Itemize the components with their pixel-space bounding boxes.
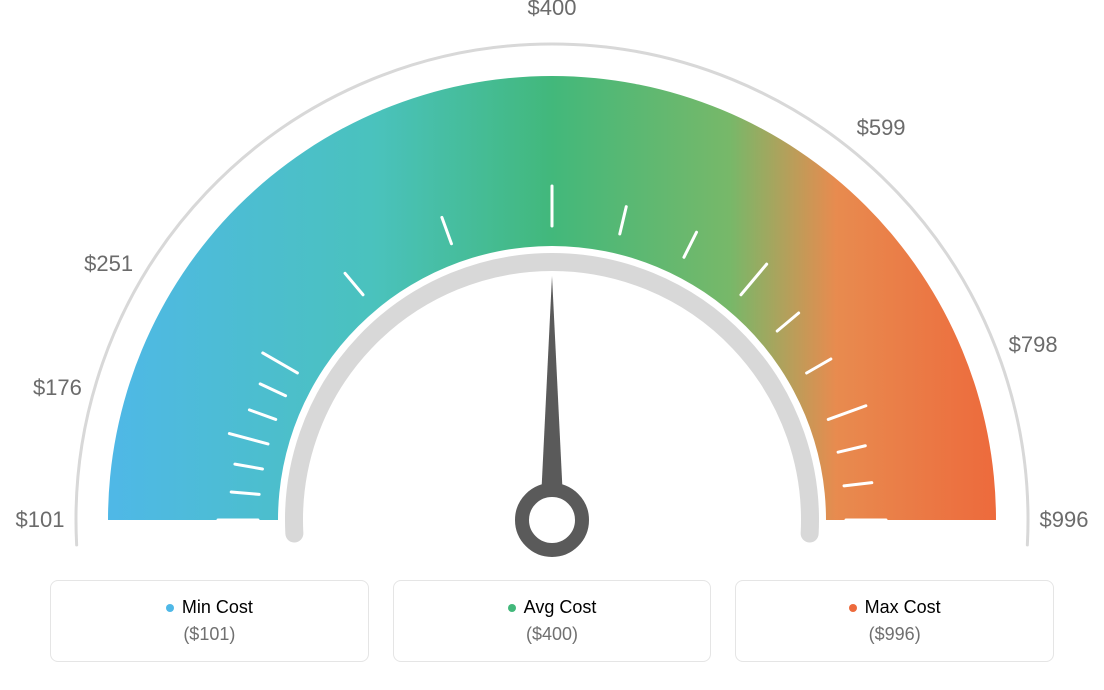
legend-card-min: Min Cost ($101): [50, 580, 369, 662]
gauge-svg: [0, 0, 1104, 580]
gauge-tick-label: $101: [16, 507, 65, 533]
legend-value-max: ($996): [756, 624, 1033, 645]
legend-card-avg: Avg Cost ($400): [393, 580, 712, 662]
cost-gauge-widget: $101 $176 $251 $400 $599 $798 $996 Min Cost ($…: [0, 0, 1104, 690]
legend-text-max: Max Cost: [865, 597, 941, 618]
gauge-tick-label: $400: [528, 0, 577, 21]
legend-label-avg: Avg Cost: [508, 597, 597, 618]
legend-value-avg: ($400): [414, 624, 691, 645]
legend-text-avg: Avg Cost: [524, 597, 597, 618]
gauge-tick-label: $599: [857, 115, 906, 141]
gauge-tick-label: $251: [84, 251, 133, 277]
legend-card-max: Max Cost ($996): [735, 580, 1054, 662]
gauge-tick-label: $996: [1040, 507, 1089, 533]
gauge-area: $101 $176 $251 $400 $599 $798 $996: [0, 0, 1104, 580]
legend-text-min: Min Cost: [182, 597, 253, 618]
legend-label-max: Max Cost: [849, 597, 941, 618]
gauge-tick-label: $176: [33, 375, 82, 401]
legend-dot-min: [166, 604, 174, 612]
legend-row: Min Cost ($101) Avg Cost ($400) Max Cost…: [0, 580, 1104, 662]
gauge-tick-label: $798: [1009, 332, 1058, 358]
legend-dot-max: [849, 604, 857, 612]
legend-label-min: Min Cost: [166, 597, 253, 618]
legend-value-min: ($101): [71, 624, 348, 645]
legend-dot-avg: [508, 604, 516, 612]
